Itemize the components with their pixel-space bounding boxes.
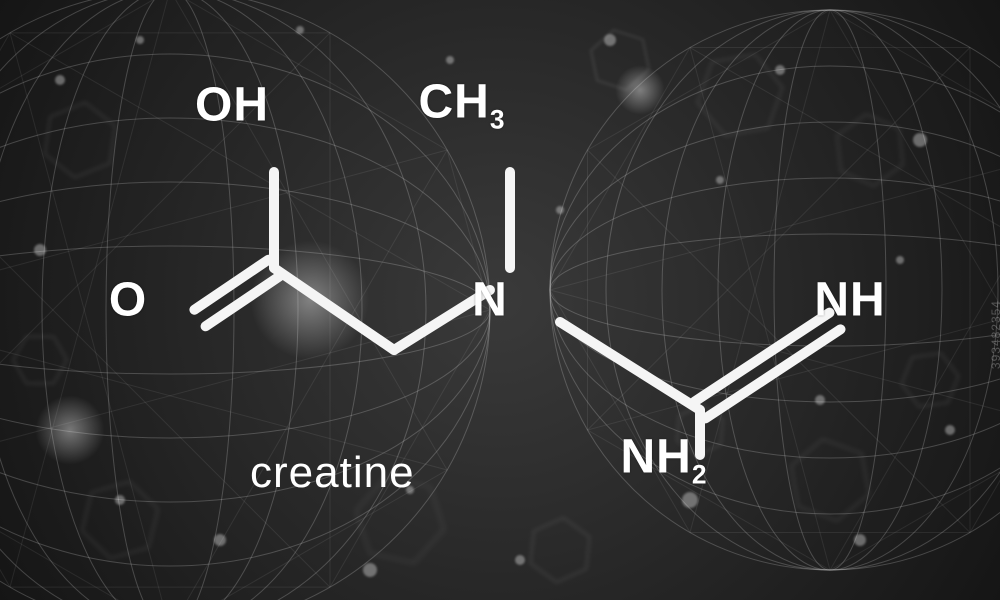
diagram-canvas: OHCH3ONNHNH2 creatine 393482354 bbox=[0, 0, 1000, 600]
atom-label-nh: NH bbox=[814, 273, 885, 328]
atom-label-nh2: NH2 bbox=[620, 430, 707, 491]
molecule-layer: OH CH3 O N NH NH2 creatine bbox=[0, 0, 1000, 600]
atom-label-n1: N bbox=[472, 273, 508, 328]
atom-label-oh: OH bbox=[195, 78, 269, 133]
atom-label-ch3: CH3 bbox=[418, 75, 505, 136]
compound-name: creatine bbox=[250, 448, 415, 498]
atom-label-o: O bbox=[109, 273, 147, 328]
